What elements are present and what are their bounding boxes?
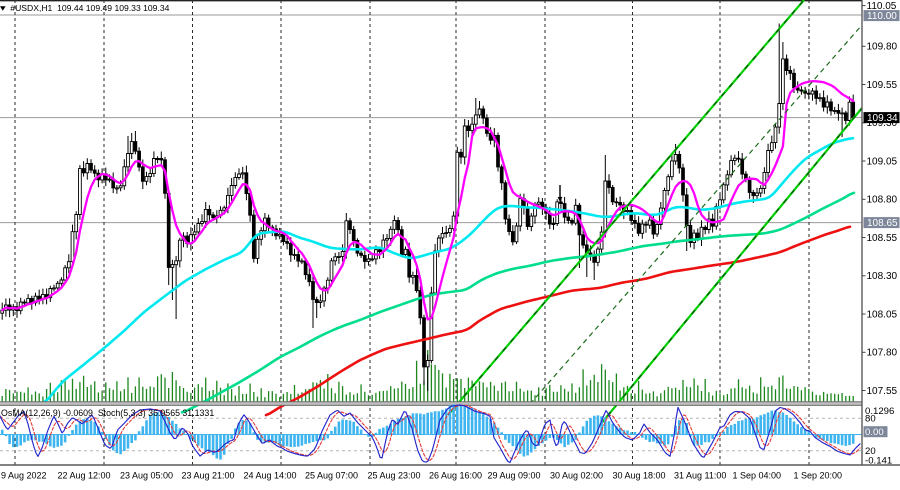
svg-text:80: 80: [865, 414, 876, 425]
svg-text:22 Aug 12:00: 22 Aug 12:00: [58, 471, 111, 481]
svg-text:23 Aug 05:00: 23 Aug 05:00: [120, 471, 173, 481]
svg-text:24 Aug 14:00: 24 Aug 14:00: [244, 471, 297, 481]
svg-text:109.34: 109.34: [867, 113, 898, 124]
svg-text:-0.141: -0.141: [865, 456, 892, 467]
svg-text:20: 20: [865, 446, 876, 457]
svg-text:30 Aug 02:00: 30 Aug 02:00: [550, 471, 603, 481]
svg-text:#USDX,H1 109.44 109.49 109.33: #USDX,H1 109.44 109.49 109.33 109.34: [10, 3, 169, 13]
svg-text:108.05: 108.05: [867, 309, 898, 320]
svg-text:29 Aug 09:00: 29 Aug 09:00: [488, 471, 541, 481]
svg-text:109.30: 109.30: [867, 118, 898, 129]
svg-text:26 Aug 16:00: 26 Aug 16:00: [429, 471, 482, 481]
svg-text:108.65: 108.65: [867, 218, 898, 229]
svg-text:25 Aug 23:00: 25 Aug 23:00: [368, 471, 421, 481]
svg-text:109.80: 109.80: [867, 42, 898, 53]
svg-text:109.05: 109.05: [867, 156, 898, 167]
svg-text:108.30: 108.30: [867, 271, 898, 282]
svg-text:1 Sep 04:00: 1 Sep 04:00: [733, 471, 782, 481]
svg-text:0.00: 0.00: [865, 427, 884, 438]
svg-text:23 Aug 21:00: 23 Aug 21:00: [182, 471, 235, 481]
svg-text:30 Aug 18:00: 30 Aug 18:00: [613, 471, 666, 481]
svg-text:108.55: 108.55: [867, 233, 898, 244]
svg-text:110.05: 110.05: [867, 1, 897, 12]
svg-text:108.80: 108.80: [867, 195, 898, 206]
svg-text:107.55: 107.55: [867, 386, 898, 397]
svg-text:109.55: 109.55: [867, 80, 898, 91]
svg-text:0.1296: 0.1296: [865, 406, 894, 417]
svg-text:31 Aug 11:00: 31 Aug 11:00: [674, 471, 726, 481]
svg-text:1 Sep 20:00: 1 Sep 20:00: [794, 471, 843, 481]
svg-text:25 Aug 07:00: 25 Aug 07:00: [305, 471, 358, 481]
svg-text:110.00: 110.00: [867, 11, 897, 22]
svg-text:OsMA(12,26,9) -0.0609 Stoch(5: OsMA(12,26,9) -0.0609 Stoch(5,3,3) 36.95…: [1, 408, 214, 418]
svg-text:9 Aug 2022: 9 Aug 2022: [1, 471, 47, 481]
svg-text:107.80: 107.80: [867, 348, 898, 359]
